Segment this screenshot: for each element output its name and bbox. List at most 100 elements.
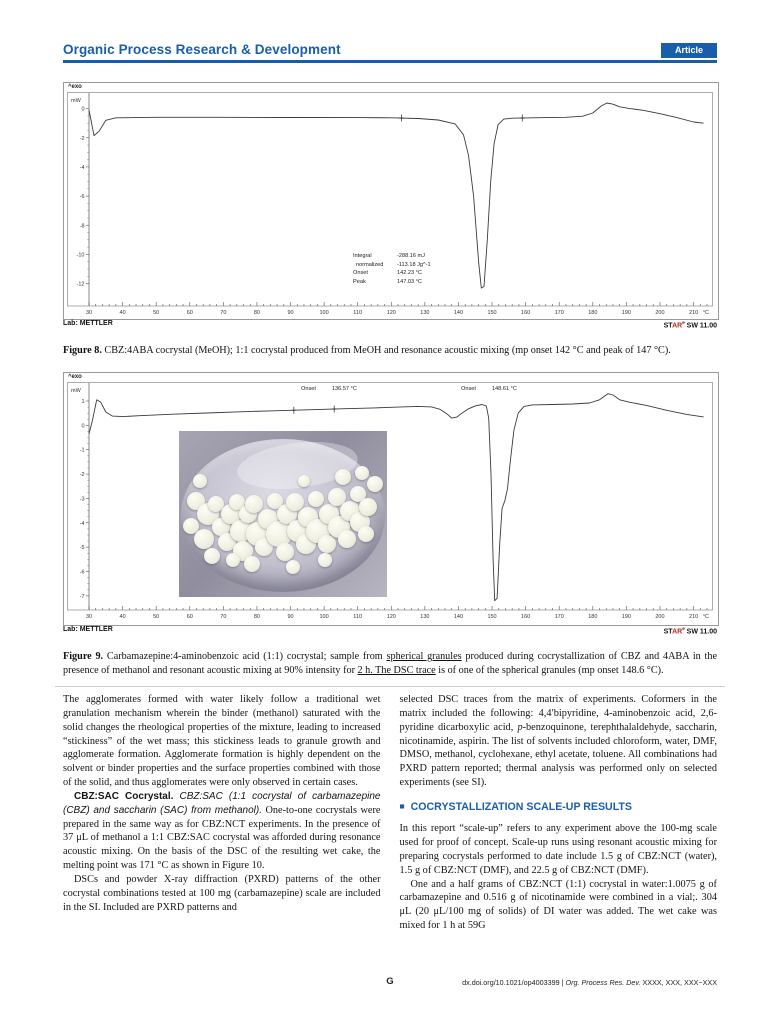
text-segment: selected DSC traces from the matrix of e… — [399, 694, 718, 733]
software-label: STARe SW 11.00 — [664, 320, 717, 329]
axis-tick-label: °C — [703, 310, 709, 316]
axis-tick-label: 160 — [521, 614, 530, 620]
left-column: The agglomerates formed with water likel… — [63, 693, 381, 933]
axis-tick-label: -7 — [80, 594, 85, 600]
granule — [355, 465, 370, 480]
axis-tick-label: 50 — [153, 614, 159, 620]
axis-tick-label: 150 — [487, 310, 496, 316]
axis-tick-label: 30 — [86, 310, 92, 316]
annotation-value: 148.61 °C — [491, 386, 517, 392]
figure9-instrument-row: Lab: METTLER STARe SW 11.00 — [63, 626, 717, 635]
axis-tick-label: 100 — [320, 614, 329, 620]
text-segment: XXXX, XXX, XXX−XXX — [640, 978, 717, 987]
figure8-caption: Figure 8. CBZ:4ABA cocrystal (MeOH); 1:1… — [63, 344, 717, 357]
text-segment: Figure 8. — [63, 345, 102, 357]
axis-tick-label: 60 — [187, 310, 193, 316]
axis-tick-label: 30 — [86, 614, 92, 620]
axis-tick-label: 130 — [420, 614, 429, 620]
axis-tick-label: 70 — [220, 310, 226, 316]
paragraph: One and a half grams of CBZ:NCT (1:1) co… — [399, 878, 718, 932]
axis-tick-label: 120 — [387, 310, 396, 316]
annotation-value: 136.57 °C — [331, 386, 357, 392]
axis-tick-label: 170 — [555, 614, 564, 620]
doi-citation: dx.doi.org/10.1021/op4003399 | Org. Proc… — [462, 978, 717, 987]
axis-tick-label: mW — [71, 388, 82, 394]
axis-tick-label: -3 — [80, 496, 85, 502]
right-column: selected DSC traces from the matrix of e… — [400, 693, 718, 933]
granule — [217, 533, 236, 552]
lab-label: Lab: METTLER — [63, 320, 113, 327]
axis-tick-label: 200 — [655, 310, 664, 316]
dsc-curve — [88, 102, 704, 289]
text-segment: p — [517, 721, 523, 733]
text-segment: CBZ:SAC Cocrystal. — [74, 790, 174, 802]
axis-tick-label: 130 — [420, 310, 429, 316]
granule — [366, 476, 383, 493]
software-label-part: SW 11.00 — [684, 322, 717, 330]
granule — [358, 525, 375, 542]
software-label-part: AR — [672, 628, 683, 636]
axis-tick-label: 140 — [454, 614, 463, 620]
software-label: STARe SW 11.00 — [664, 626, 717, 635]
granule — [226, 553, 241, 568]
granule — [328, 488, 347, 507]
granule — [308, 491, 325, 508]
software-label-part: ST — [663, 322, 673, 330]
text-segment: Figure 9. — [63, 651, 104, 663]
axis-tick-label: -6 — [80, 569, 85, 575]
text-segment: CBZ:4ABA cocrystal (MeOH); 1:1 cocrystal… — [101, 345, 671, 357]
axis-tick-label: 150 — [487, 614, 496, 620]
axis-tick-label: -4 — [80, 521, 85, 527]
software-label-part: AR — [672, 322, 683, 330]
text-segment: spherical granules — [386, 651, 462, 663]
paragraph: CBZ:SAC Cocrystal. CBZ:SAC (1:1 cocrysta… — [63, 790, 381, 873]
axis-tick-label: 50 — [153, 310, 159, 316]
annotation-value: -288.16 mJ — [397, 253, 425, 259]
figure8-instrument-row: Lab: METTLER STARe SW 11.00 — [63, 320, 717, 329]
axis-tick-label: 190 — [622, 310, 631, 316]
axis-tick-label: 100 — [320, 310, 329, 316]
figure9-onset-annotation-2: Onset 148.61 °C — [461, 386, 517, 392]
axis-tick-label: 80 — [254, 310, 260, 316]
text-segment: -benzoquinone, terephthalaldehyde, sacch… — [399, 721, 718, 789]
annotation-label: Peak — [353, 278, 366, 285]
axis-tick-label: 180 — [588, 614, 597, 620]
granule — [276, 543, 295, 562]
granule — [183, 517, 200, 534]
paragraph: DSCs and powder X-ray diffraction (PXRD)… — [63, 873, 381, 913]
software-label-part: e — [682, 626, 685, 631]
journal-title: Organic Process Research & Development — [63, 42, 341, 57]
section-divider — [55, 686, 725, 687]
granule — [243, 555, 260, 572]
granule — [266, 492, 283, 509]
annotation-value: 147.03 °C — [397, 278, 422, 285]
axis-tick-label: 120 — [387, 614, 396, 620]
granule — [286, 493, 305, 512]
text-segment: is of one of the spherical granules (mp … — [435, 664, 664, 676]
axis-tick-label: 60 — [187, 614, 193, 620]
axis-tick-label: 80 — [254, 614, 260, 620]
exo-axis-label: ^exo — [68, 374, 82, 380]
software-label-part: SW 11.00 — [684, 628, 717, 636]
axis-tick-label: °C — [703, 614, 709, 620]
axis-tick-label: 0 — [81, 423, 84, 429]
axis-tick-label: 110 — [353, 614, 362, 620]
axis-tick-label: -2 — [80, 472, 85, 478]
granule — [192, 473, 207, 488]
axis-tick-label: -4 — [80, 165, 85, 171]
page-letter: G — [386, 976, 394, 987]
axis-tick-label: 160 — [521, 310, 530, 316]
figure9-chart-box: ^exo mW 1 0 -1 -2 -3 -4 -5 -6 -7 30 40 50 60 70 80 90 100… — [63, 372, 719, 626]
granules-photo-inset — [179, 431, 387, 597]
granule — [349, 486, 366, 503]
axis-tick-label: 40 — [120, 310, 126, 316]
granule — [286, 560, 301, 575]
granule — [317, 553, 332, 568]
text-segment: 2 h. The DSC trace — [357, 664, 436, 676]
section-heading: ■ COCRYSTALLIZATION SCALE-UP RESULTS — [400, 800, 718, 814]
axis-tick-label: 70 — [220, 614, 226, 620]
granule — [359, 498, 378, 517]
granule — [317, 534, 336, 553]
text-segment: produced during cocrystallization of CBZ… — [63, 651, 717, 676]
annotation-value: -113.18 Jg^-1 — [397, 261, 431, 268]
